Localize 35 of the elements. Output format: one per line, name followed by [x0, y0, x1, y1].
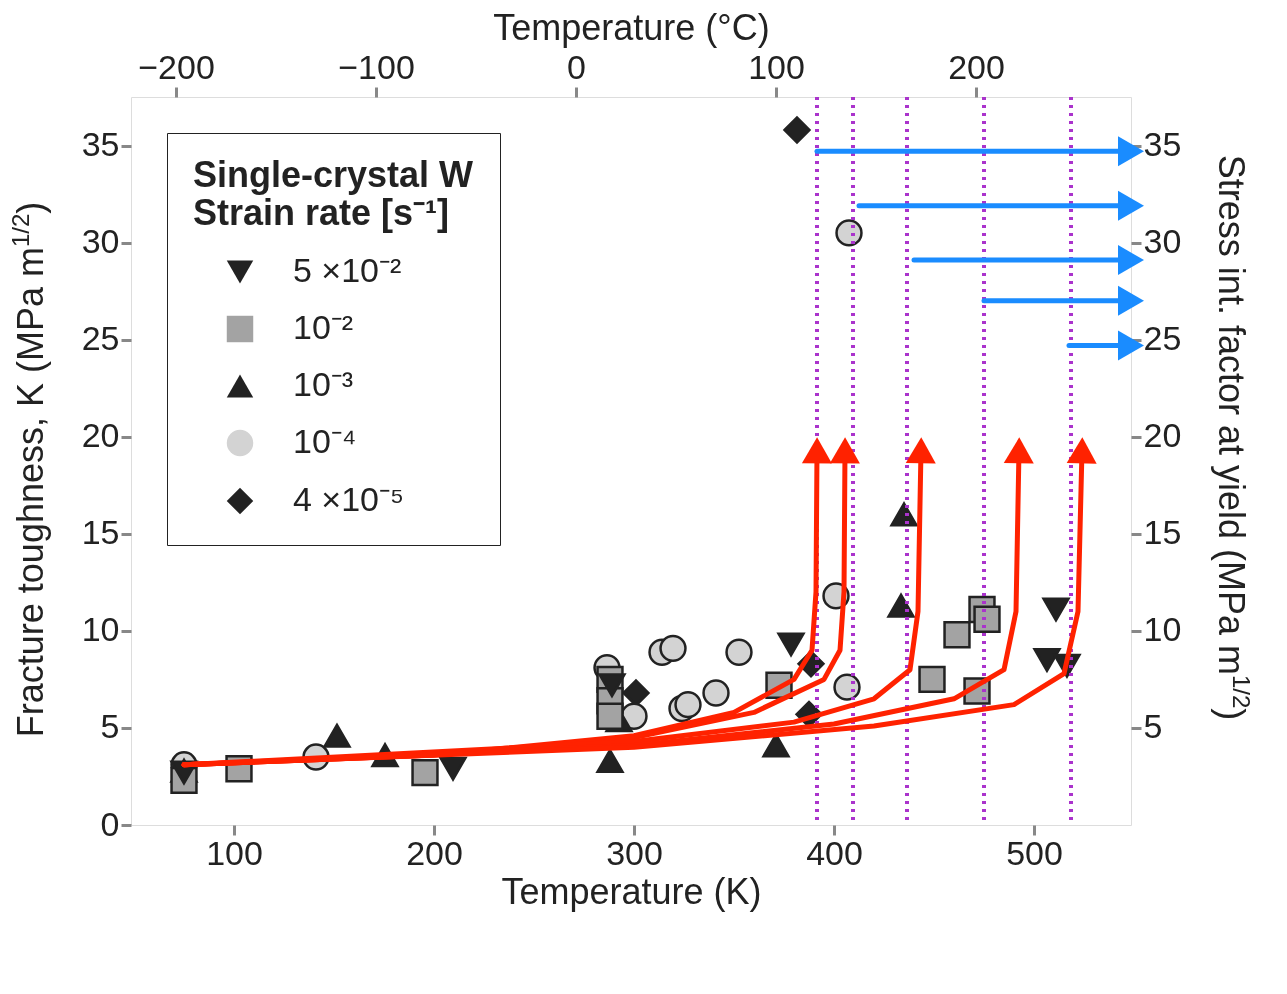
y2-tick-label: 10 [1143, 610, 1182, 649]
y-tick-label: 30 [81, 222, 120, 261]
y-axis-title: Fracture toughness, K (MPa m1/2) [7, 201, 51, 738]
y2-tick-label: 30 [1143, 222, 1182, 261]
y2-tick-label: 5 [1143, 707, 1163, 746]
x2-tick-label: 100 [748, 47, 805, 86]
x-tick-label: 200 [406, 833, 463, 872]
x2-tick-label: 0 [567, 47, 586, 86]
x-tick-label: 400 [806, 833, 863, 872]
y2-tick-label: 20 [1143, 416, 1182, 455]
y-tick-label: 20 [81, 416, 120, 455]
legend-label: 10⁻³ [293, 365, 354, 403]
legend-label: 10⁻² [293, 308, 354, 346]
y2-tick-label: 15 [1143, 513, 1182, 552]
legend-label: 5 ×10⁻² [293, 251, 402, 289]
y2-tick-label: 35 [1143, 125, 1182, 164]
x-axis-title: Temperature (K) [501, 870, 762, 912]
y2-tick-label: 25 [1143, 319, 1182, 358]
x2-tick-label: 200 [948, 47, 1005, 86]
x-tick-label: 100 [206, 833, 263, 872]
y-tick-label: 5 [100, 707, 120, 746]
legend-label: 4 ×10⁻⁵ [293, 480, 405, 518]
x2-tick-label: −200 [138, 47, 215, 86]
y-tick-label: 35 [81, 125, 120, 164]
x-tick-label: 300 [606, 833, 663, 872]
x2-tick-label: −100 [338, 47, 415, 86]
y-tick-label: 15 [81, 513, 120, 552]
x-tick-label: 500 [1006, 833, 1063, 872]
x2-axis-title: Temperature (°C) [493, 6, 770, 48]
y2-axis-title: Stress int. factor at yield (MPa m1/2) [1211, 154, 1255, 721]
legend-label: 10⁻⁴ [293, 422, 357, 460]
y-tick-label: 10 [81, 610, 120, 649]
y-tick-label: 0 [100, 804, 120, 843]
y-tick-label: 25 [81, 319, 120, 358]
legend-title: Single-crystal W [193, 154, 474, 195]
